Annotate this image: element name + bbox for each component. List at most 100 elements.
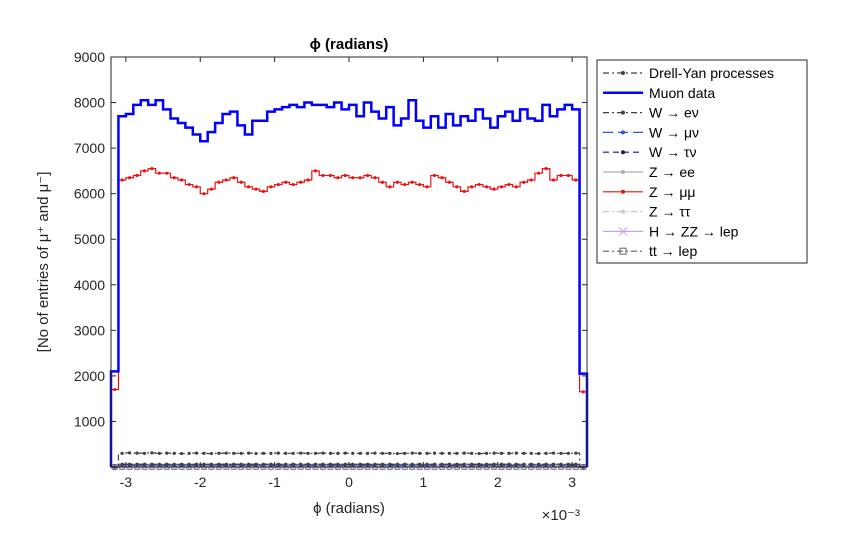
data-point <box>306 178 310 182</box>
data-point <box>447 462 452 466</box>
data-point <box>336 462 340 466</box>
data-point <box>574 462 578 466</box>
data-point <box>537 171 541 175</box>
data-point <box>470 185 474 189</box>
data-point <box>566 462 571 466</box>
y-tick-label: 3000 <box>74 322 105 338</box>
data-point <box>276 462 280 466</box>
data-point <box>172 451 176 455</box>
data-point <box>470 462 474 466</box>
y-tick-label: 2000 <box>74 368 105 384</box>
x-axis-exponent: ×10⁻³ <box>542 507 580 524</box>
data-point <box>410 462 414 466</box>
data-point <box>180 451 184 456</box>
data-point <box>514 451 518 455</box>
data-point <box>150 451 154 455</box>
data-point <box>313 451 318 455</box>
x-tick-label: 3 <box>568 474 576 490</box>
data-point <box>566 173 571 178</box>
data-point <box>187 462 191 466</box>
data-point <box>418 182 422 187</box>
data-point <box>395 180 399 184</box>
data-point <box>157 462 161 466</box>
data-point <box>447 180 452 184</box>
data-point <box>418 462 422 466</box>
data-point <box>522 451 526 455</box>
data-point <box>194 185 199 189</box>
y-tick-label: 1000 <box>74 413 105 429</box>
x-tick-label: -3 <box>120 474 133 490</box>
data-point <box>224 451 228 455</box>
y-axis: 1000 2000 3000 4000 5000 6000 7000 8000 9000 <box>74 49 587 429</box>
x-axis-title: ϕ (radians) <box>313 500 385 517</box>
data-point <box>254 451 258 456</box>
x-tick-label: 2 <box>494 474 502 490</box>
data-point <box>395 462 399 466</box>
plot-area <box>111 57 587 467</box>
data-point <box>232 176 236 180</box>
data-point <box>232 462 236 466</box>
data-point <box>470 451 474 455</box>
data-point <box>529 462 533 466</box>
legend-label: Z → μμ <box>649 184 695 200</box>
data-point <box>254 187 258 191</box>
data-point <box>507 462 511 466</box>
data-point <box>343 462 347 466</box>
legend-label: W → eν <box>649 105 699 121</box>
legend-marker <box>621 130 625 135</box>
data-point <box>492 451 496 455</box>
y-axis-title: [No of entries of μ⁺ and μ⁻] <box>35 172 52 353</box>
data-point <box>343 173 347 178</box>
data-point <box>291 462 295 466</box>
data-point <box>462 189 466 193</box>
data-point <box>432 462 437 466</box>
data-point <box>150 167 154 171</box>
data-point <box>559 462 563 466</box>
data-point <box>358 176 362 180</box>
data-point <box>165 462 169 466</box>
data-point <box>373 451 377 455</box>
data-point <box>224 178 228 182</box>
data-point <box>529 178 533 182</box>
y-tick-label: 8000 <box>74 95 105 111</box>
data-point <box>455 185 459 189</box>
data-point <box>246 185 251 189</box>
data-point <box>306 462 310 466</box>
data-point <box>551 451 556 455</box>
data-point <box>574 451 578 455</box>
data-point <box>380 451 385 455</box>
data-point <box>477 451 481 456</box>
data-point <box>142 169 147 173</box>
data-point <box>224 462 228 466</box>
data-point <box>388 451 392 455</box>
data-point <box>165 451 169 455</box>
legend-marker <box>618 227 628 236</box>
data-point <box>202 451 206 455</box>
data-point <box>440 462 444 466</box>
y-tick-label: 7000 <box>74 140 105 156</box>
data-point <box>284 451 288 455</box>
data-point <box>172 462 176 466</box>
x-tick-label: -2 <box>194 474 207 490</box>
legend-label: W → τν <box>649 144 697 160</box>
data-point <box>551 462 556 466</box>
legend-marker <box>619 247 627 255</box>
data-point <box>284 462 288 466</box>
data-point <box>217 451 221 455</box>
data-point <box>425 462 429 466</box>
x-tick-label: 0 <box>345 474 353 490</box>
data-point <box>551 178 556 182</box>
data-point <box>113 387 117 392</box>
data-point <box>269 451 273 455</box>
data-point <box>507 182 511 187</box>
data-point <box>157 451 161 455</box>
data-point <box>246 462 251 466</box>
data-point <box>127 451 132 455</box>
data-point <box>380 462 385 466</box>
data-point <box>239 451 243 455</box>
data-point <box>388 462 392 466</box>
data-point <box>261 462 266 466</box>
legend-label: Drell-Yan processes <box>649 65 774 81</box>
data-point <box>455 462 459 466</box>
data-point <box>217 462 221 466</box>
